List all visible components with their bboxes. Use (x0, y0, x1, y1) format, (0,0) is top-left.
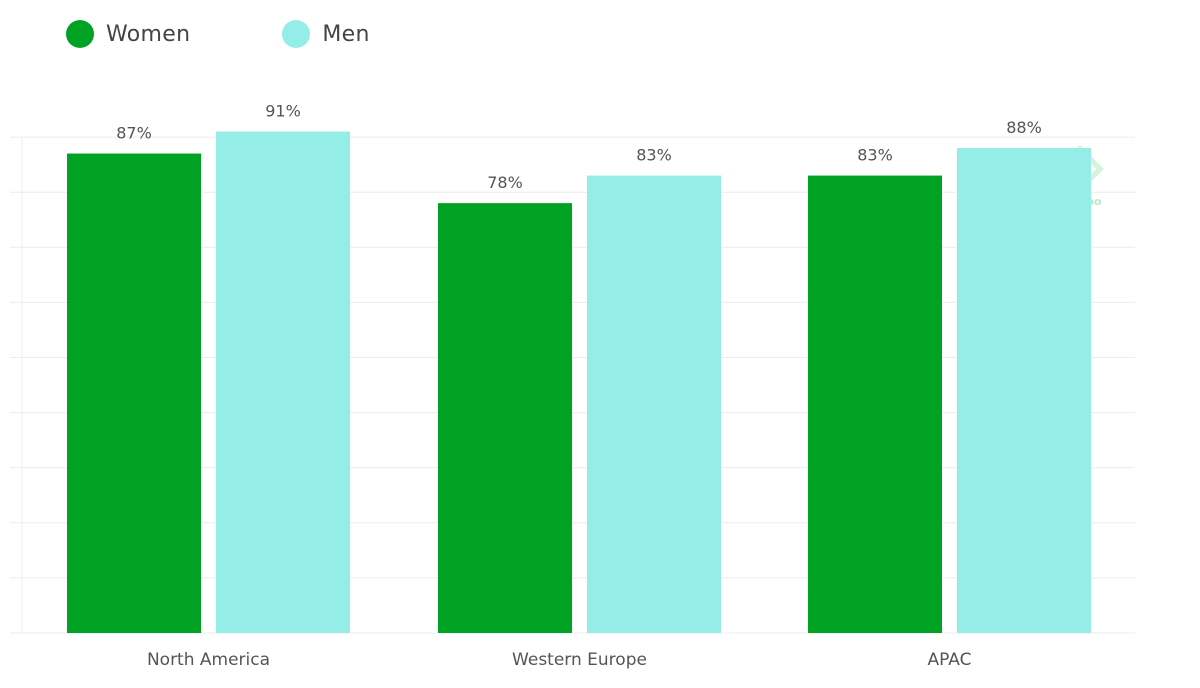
legend-label-women: Women (106, 21, 191, 47)
bar-men-0[interactable] (216, 131, 350, 633)
bar-women-2[interactable] (808, 175, 942, 634)
bar-men-2[interactable] (957, 148, 1091, 633)
bar-women-1[interactable] (438, 203, 572, 633)
data-labels: 87% 91% 78% 83% 83% 88% (116, 101, 1042, 192)
legend-item-women[interactable]: Women (66, 20, 190, 48)
x-tick-label: APAC (928, 650, 972, 670)
data-label: 78% (487, 173, 523, 192)
data-label: 88% (1006, 118, 1042, 137)
bar-men-1[interactable] (587, 175, 721, 634)
x-axis-tick-labels: North America Western Europe APAC (147, 650, 972, 670)
bars (67, 131, 1091, 634)
data-label: 87% (116, 124, 152, 143)
data-label: 83% (857, 146, 893, 165)
legend-swatch-men (282, 20, 311, 48)
legend-label-men: Men (322, 21, 370, 47)
data-label: 91% (265, 101, 301, 120)
x-tick-label: Western Europe (512, 650, 647, 670)
legend-item-men[interactable]: Men (282, 20, 369, 48)
data-label: 83% (636, 146, 672, 165)
x-tick-label: North America (147, 650, 270, 670)
legend-swatch-women (66, 20, 94, 48)
bar-women-0[interactable] (67, 153, 201, 634)
legend: Women Men (66, 20, 462, 48)
